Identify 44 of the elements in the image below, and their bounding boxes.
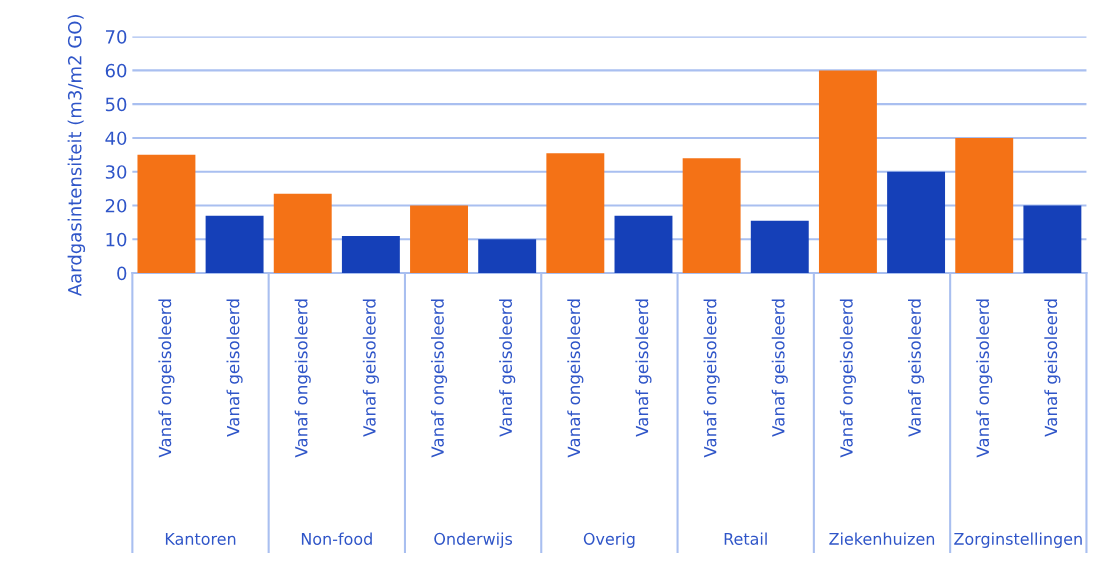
y-tick-label: 70 bbox=[106, 30, 127, 44]
bar bbox=[273, 193, 332, 274]
y-tick-label: 30 bbox=[105, 165, 127, 179]
y-tick-label: 20 bbox=[105, 198, 127, 213]
bar bbox=[818, 70, 877, 274]
bar bbox=[682, 158, 741, 274]
bar bbox=[750, 220, 809, 274]
x-tick-label: Vanaf ongeisoleerd bbox=[839, 299, 856, 458]
text: Ziekenhuizen bbox=[829, 532, 935, 545]
y-tick-label: 40 bbox=[105, 131, 127, 146]
x-tick-label: Vanaf geisoleerd bbox=[362, 299, 379, 437]
x-tick-label: Vanaf geisoleerd bbox=[499, 299, 516, 437]
x-tick-label: Vanaf ongeisoleerd bbox=[703, 299, 720, 458]
x-tick-label: Vanaf ongeisoleerd bbox=[567, 299, 584, 458]
bar bbox=[955, 137, 1014, 274]
bar bbox=[205, 215, 264, 274]
x-tick-label: Vanaf geisoleerd bbox=[635, 299, 652, 437]
bar bbox=[887, 171, 946, 274]
bar bbox=[1023, 205, 1082, 274]
bar bbox=[614, 215, 673, 274]
y-tick-label: 50 bbox=[105, 97, 127, 112]
y-tick-label: 10 bbox=[106, 232, 127, 247]
x-tick-label: Vanaf geisoleerd bbox=[226, 299, 243, 437]
text: Non-food bbox=[301, 532, 372, 545]
bar bbox=[478, 239, 537, 274]
text: Retail bbox=[724, 532, 767, 545]
x-tick-label: Vanaf ongeisoleerd bbox=[158, 299, 175, 458]
text: Kantoren bbox=[165, 533, 236, 545]
x-tick-label: Vanaf geisoleerd bbox=[771, 299, 788, 437]
x-tick-label: Vanaf ongeisoleerd bbox=[976, 299, 993, 458]
x-tick-label: Vanaf geisoleerd bbox=[1044, 299, 1061, 437]
x-tick-label: Vanaf ongeisoleerd bbox=[430, 299, 448, 458]
bar bbox=[137, 154, 196, 274]
bar bbox=[410, 205, 468, 274]
bar bbox=[546, 153, 605, 274]
text: Overig bbox=[583, 532, 635, 548]
text: Zorginstellingen bbox=[954, 532, 1082, 548]
y-tick-label: 0 bbox=[117, 266, 127, 281]
text: Onderwijs bbox=[434, 532, 513, 548]
x-tick-label: Vanaf geisoleerd bbox=[908, 299, 925, 437]
x-tick-label: Vanaf ongeisoleerd bbox=[294, 299, 311, 458]
y-tick-label: 60 bbox=[105, 63, 127, 78]
bar bbox=[341, 235, 400, 274]
y-axis-title: Aardgasintensiteit (m3/m2 GO) bbox=[67, 15, 86, 297]
